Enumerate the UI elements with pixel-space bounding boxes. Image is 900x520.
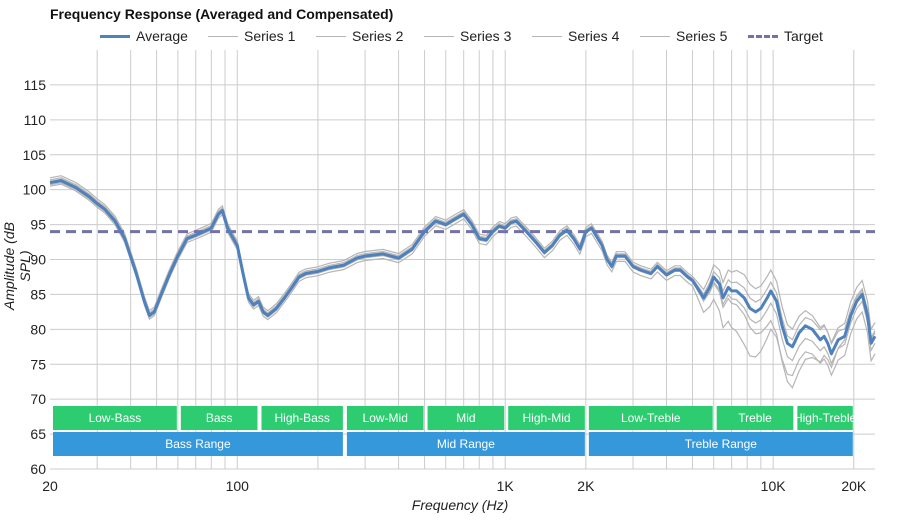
range-band-label: Mid Range xyxy=(437,437,495,451)
legend-swatch-series-2 xyxy=(316,35,346,37)
legend-label-series-3: Series 3 xyxy=(460,28,512,44)
legend-item-series-3[interactable]: Series 3 xyxy=(424,26,511,46)
x-tick-label: 100 xyxy=(226,478,250,494)
legend-item-series-4[interactable]: Series 4 xyxy=(532,26,619,46)
subrange-band xyxy=(180,406,258,430)
y-tick-label: 105 xyxy=(23,147,47,163)
subrange-band-label: Low-Mid xyxy=(363,411,408,425)
subrange-band-label: Treble xyxy=(738,411,772,425)
subrange-band xyxy=(53,406,177,430)
subrange-band-label: High-Treble xyxy=(794,411,857,425)
x-tick-label: 1K xyxy=(497,478,515,494)
subrange-band xyxy=(588,406,713,430)
subrange-band xyxy=(427,406,505,430)
range-band-label: Treble Range xyxy=(685,437,758,451)
y-tick-label: 95 xyxy=(30,217,46,233)
legend-label-series-1: Series 1 xyxy=(244,28,296,44)
subrange-band xyxy=(508,406,585,430)
range-band-label: Bass Range xyxy=(165,437,231,451)
legend-swatch-target xyxy=(748,34,778,38)
legend-item-series-2[interactable]: Series 2 xyxy=(316,26,403,46)
y-tick-label: 110 xyxy=(24,112,47,128)
subrange-band xyxy=(797,406,853,430)
legend-swatch-series-4 xyxy=(532,35,562,37)
x-tick-label: 10K xyxy=(761,478,787,494)
subrange-band-label: Low-Treble xyxy=(621,411,681,425)
series-4-line xyxy=(49,183,876,377)
subrange-band-label: Low-Bass xyxy=(89,411,142,425)
subrange-band-label: High-Bass xyxy=(275,411,330,425)
x-tick-label: 2K xyxy=(577,478,595,494)
y-tick-label: 65 xyxy=(30,426,46,442)
legend-item-series-5[interactable]: Series 5 xyxy=(640,26,727,46)
range-band xyxy=(53,432,343,456)
legend-label-series-5: Series 5 xyxy=(676,28,728,44)
range-band xyxy=(588,432,853,456)
y-tick-label: 85 xyxy=(30,286,46,302)
subrange-band-label: Mid xyxy=(456,411,475,425)
y-tick-label: 115 xyxy=(24,77,47,93)
legend-swatch-average xyxy=(100,34,130,38)
y-tick-label: 100 xyxy=(23,182,47,198)
legend-swatch-series-5 xyxy=(640,35,670,37)
legend: Average Series 1 Series 2 Series 3 Serie… xyxy=(0,26,900,46)
average-line xyxy=(49,179,877,356)
y-tick-label: 60 xyxy=(30,461,46,477)
range-band xyxy=(346,432,585,456)
y-tick-label: 70 xyxy=(30,391,46,407)
x-tick-label: 20 xyxy=(42,478,58,494)
subrange-band xyxy=(261,406,343,430)
subrange-band-label: High-Mid xyxy=(523,411,571,425)
legend-item-target[interactable]: Target xyxy=(748,26,823,46)
legend-label-target: Target xyxy=(784,28,823,44)
legend-swatch-series-1 xyxy=(208,35,238,37)
legend-label-average: Average xyxy=(136,28,188,44)
y-tick-label: 80 xyxy=(30,321,46,337)
x-axis-label: Frequency (Hz) xyxy=(411,497,509,513)
legend-label-series-4: Series 4 xyxy=(568,28,620,44)
y-tick-label: 90 xyxy=(30,252,46,268)
subrange-band xyxy=(716,406,794,430)
y-tick-label: 75 xyxy=(30,356,46,372)
legend-item-series-1[interactable]: Series 1 xyxy=(208,26,295,46)
legend-item-average[interactable]: Average xyxy=(100,26,188,46)
legend-swatch-series-3 xyxy=(424,35,454,37)
subrange-band-label: Bass xyxy=(206,411,233,425)
chart-title: Frequency Response (Averaged and Compens… xyxy=(50,6,394,22)
x-tick-label: 20K xyxy=(841,478,867,494)
subrange-band xyxy=(346,406,424,430)
legend-label-series-2: Series 2 xyxy=(352,28,404,44)
